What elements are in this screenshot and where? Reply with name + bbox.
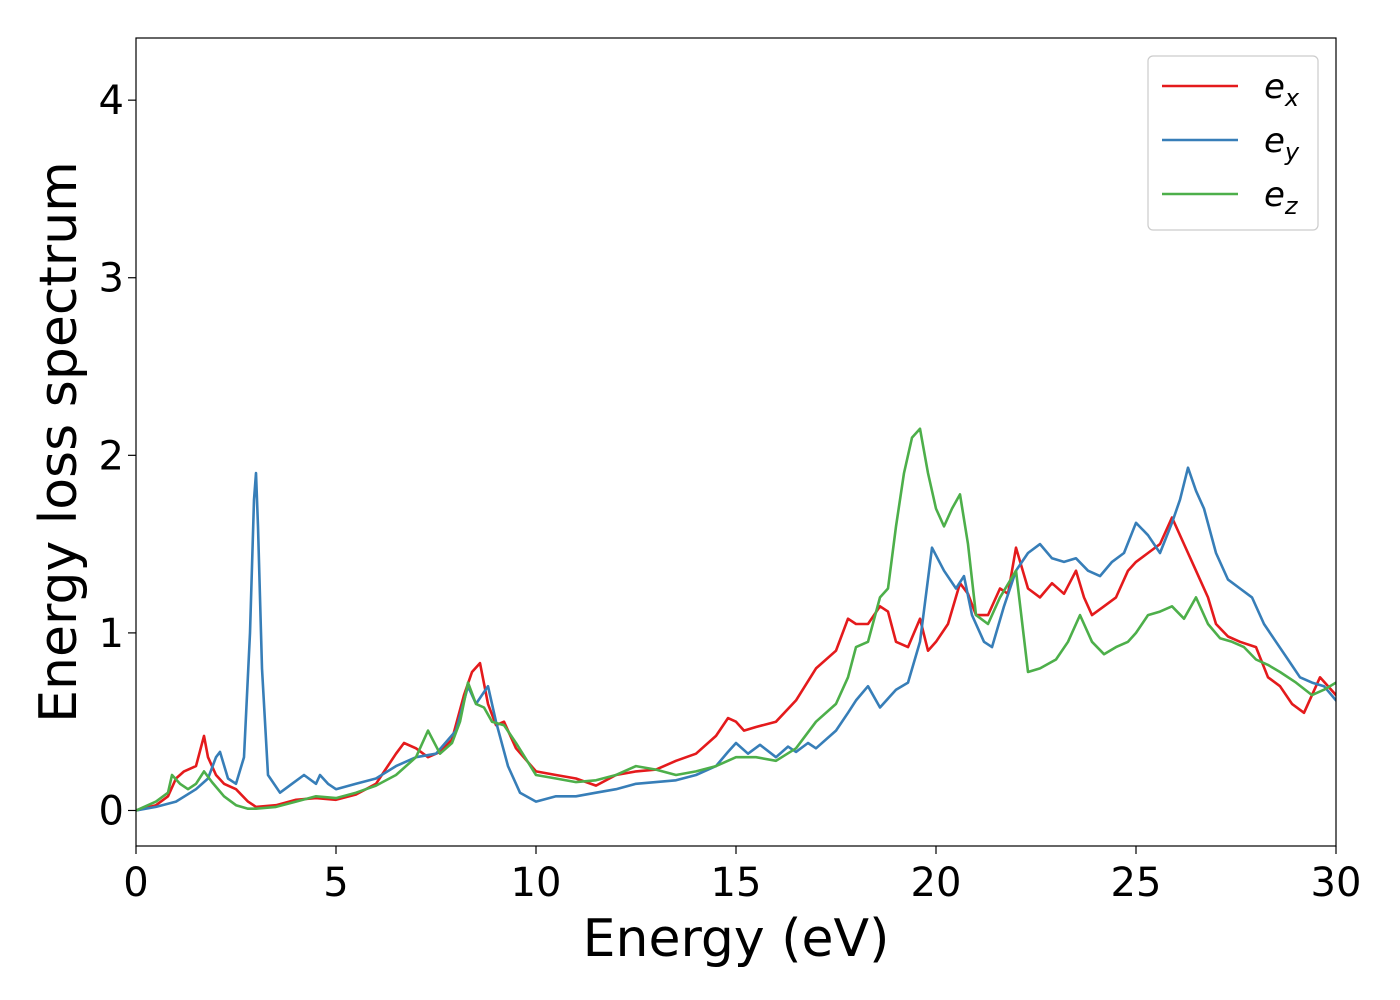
x-tick-label: 5 [323,860,348,906]
series-line-ez [136,427,1336,812]
y-tick-label: 1 [99,611,124,657]
series-line-ex [136,516,1336,812]
x-tick-label: 10 [511,860,562,906]
x-axis-ticks: 0 5 10 15 20 25 30 [123,846,1361,906]
series-line-ey [136,466,1336,812]
x-tick-label: 25 [1111,860,1162,906]
legend-box [1147,55,1319,231]
y-tick-label: 4 [99,78,124,124]
series-group [136,427,1336,812]
x-axis-title: Energy (eV) [583,909,890,969]
y-tick-label: 0 [99,788,124,834]
y-axis-title: Energy loss spectrum [29,161,89,723]
x-tick-label: 15 [711,860,762,906]
x-tick-label: 30 [1311,860,1362,906]
y-tick-label: 2 [99,433,124,479]
y-tick-label: 3 [99,256,124,302]
x-tick-label: 20 [911,860,962,906]
x-tick-label: 0 [123,860,148,906]
plot-area [136,38,1336,846]
y-axis-ticks: 0 1 2 3 4 [99,78,136,834]
